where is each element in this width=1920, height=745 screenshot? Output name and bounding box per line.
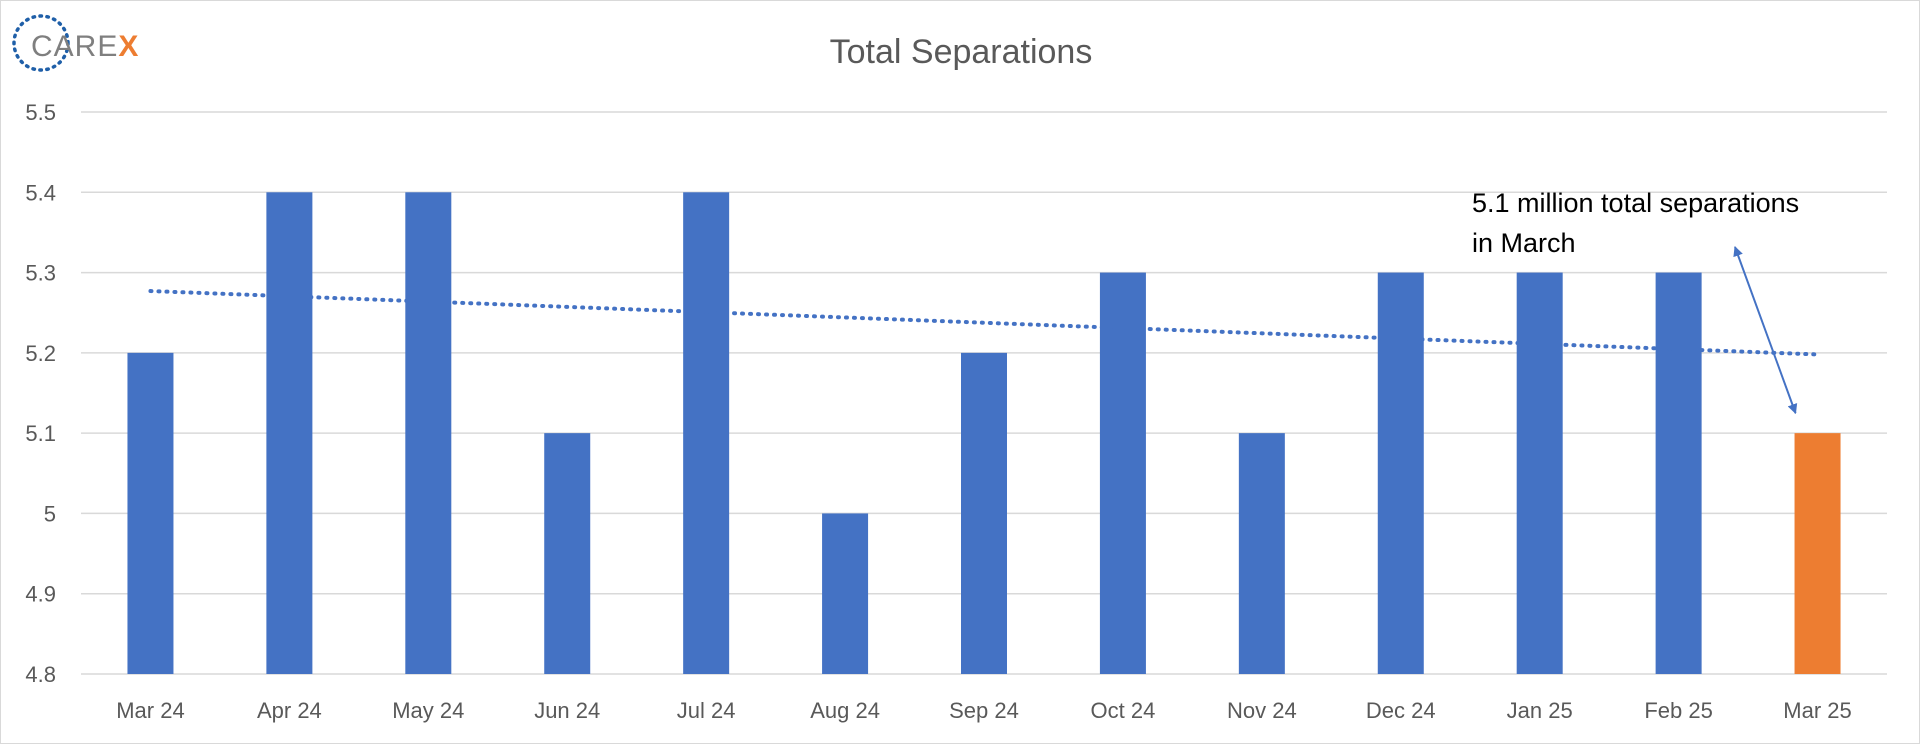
x-tick-label: Sep 24 — [949, 698, 1019, 723]
x-tick-label: Feb 25 — [1644, 698, 1713, 723]
dotted-ring-icon — [12, 14, 70, 72]
bar — [1099, 272, 1146, 674]
x-tick-label: Oct 24 — [1091, 698, 1156, 723]
x-tick-label: Dec 24 — [1366, 698, 1436, 723]
trendline-layer — [148, 289, 1820, 357]
y-axis-tick-labels: 4.8 4.9 5 5.1 5.2 5.3 5.4 5.5 — [25, 100, 56, 687]
bar — [1377, 272, 1424, 674]
x-tick-label: Mar 25 — [1783, 698, 1851, 723]
y-tick-label: 5.4 — [25, 180, 56, 205]
bar — [961, 352, 1007, 674]
annotation-text-line: in March — [1472, 228, 1576, 258]
y-tick-label: 4.9 — [25, 582, 56, 607]
x-tick-label: Aug 24 — [810, 698, 880, 723]
bar — [1516, 272, 1563, 674]
x-tick-label: May 24 — [392, 698, 464, 723]
logo-text-main: CARE — [31, 30, 118, 63]
y-tick-label: 5.2 — [25, 341, 56, 366]
y-tick-label: 4.8 — [25, 662, 56, 687]
x-tick-label: Nov 24 — [1227, 698, 1297, 723]
bar — [405, 192, 452, 675]
bar — [127, 352, 174, 674]
x-tick-label: Apr 24 — [257, 698, 322, 723]
x-tick-label: Mar 24 — [116, 698, 184, 723]
y-tick-label: 5.1 — [25, 421, 56, 446]
bar — [683, 192, 730, 675]
chart-title: Total Separations — [830, 33, 1093, 71]
annotation-arrow — [1733, 246, 1798, 415]
annotation-text-line: 5.1 million total separations — [1472, 188, 1799, 218]
x-tick-label: Jan 25 — [1507, 698, 1573, 723]
x-tick-label: Jul 24 — [677, 698, 736, 723]
y-tick-label: 5 — [44, 501, 56, 526]
bar — [266, 192, 313, 675]
bar — [1238, 433, 1285, 674]
logo-text-accent: X — [118, 30, 139, 63]
x-tick-label: Jun 24 — [534, 698, 600, 723]
bar — [822, 513, 869, 674]
trendline — [148, 289, 1820, 357]
annotation: 5.1 million total separations in March — [1472, 188, 1799, 415]
x-axis-tick-labels: Mar 24 Apr 24 May 24 Jun 24 Jul 24 Aug 24 Sep … — [116, 698, 1852, 723]
gridlines — [81, 111, 1887, 675]
bar-highlighted — [1794, 433, 1841, 674]
y-tick-label: 5.3 — [25, 261, 56, 286]
carex-logo: CAREX — [12, 14, 139, 72]
bars — [127, 192, 1841, 675]
logo-text: CAREX — [31, 30, 139, 63]
bar — [544, 433, 591, 674]
bar — [1655, 272, 1702, 674]
y-tick-label: 5.5 — [25, 100, 56, 125]
